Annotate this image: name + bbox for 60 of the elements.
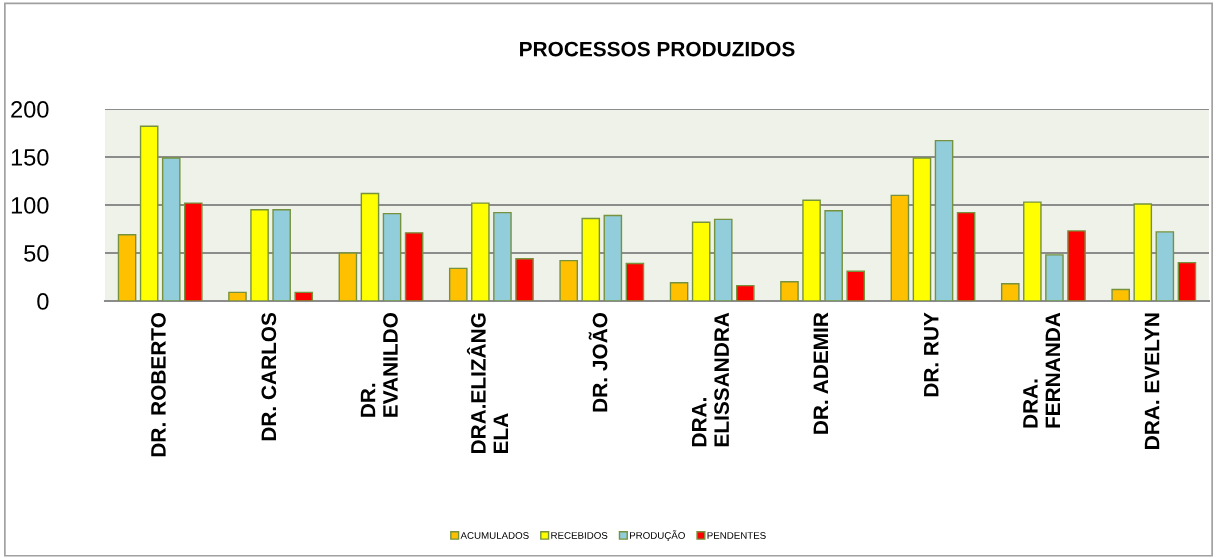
bar bbox=[713, 218, 733, 301]
legend-label: PRODUÇÃO bbox=[629, 530, 685, 541]
bar bbox=[493, 211, 512, 301]
bar bbox=[824, 210, 843, 301]
bar bbox=[912, 157, 932, 301]
bar bbox=[1133, 203, 1153, 301]
legend-label: PENDENTES bbox=[707, 532, 766, 539]
bar bbox=[1023, 201, 1042, 301]
bar bbox=[471, 202, 490, 301]
x-tick-label: DR. RUY bbox=[924, 312, 939, 397]
bar bbox=[603, 214, 623, 301]
bar bbox=[691, 221, 711, 301]
bar bbox=[934, 139, 954, 301]
chart-title: PROCESSOS PRODUZIDOS bbox=[520, 41, 795, 57]
y-tick-label: 100 bbox=[11, 197, 49, 214]
bar bbox=[228, 291, 247, 301]
bar bbox=[1000, 283, 1020, 301]
y-tick-label: 0 bbox=[37, 293, 49, 310]
x-tick-label: DRA. FERNANDA bbox=[1023, 312, 1061, 428]
bar bbox=[1111, 288, 1130, 301]
bar bbox=[625, 262, 645, 301]
bar bbox=[1155, 231, 1175, 301]
bar bbox=[802, 199, 821, 301]
bar bbox=[1067, 230, 1086, 301]
bar bbox=[581, 217, 601, 301]
bar bbox=[1177, 261, 1197, 301]
bar bbox=[846, 270, 866, 301]
x-tick-label: DR. EVANILDO bbox=[360, 312, 398, 417]
bar bbox=[404, 232, 424, 301]
x-tick-label: DR. CARLOS bbox=[261, 312, 277, 441]
x-tick-label: DR. JOÃO bbox=[588, 312, 608, 412]
y-tick-label: 50 bbox=[24, 245, 49, 262]
x-tick-label: DR. ROBERTO bbox=[151, 312, 166, 457]
bar bbox=[736, 284, 755, 301]
x-tick-label: DRA.ELIZÂNG ELA bbox=[466, 313, 509, 454]
bar bbox=[382, 212, 402, 301]
bar bbox=[161, 157, 181, 301]
bar bbox=[780, 281, 799, 301]
bar bbox=[338, 252, 358, 301]
bar bbox=[515, 258, 534, 301]
x-tick-label: DR. ADEMIR bbox=[813, 312, 828, 434]
bar bbox=[559, 259, 578, 301]
y-tick-label: 200 bbox=[11, 101, 49, 118]
bar bbox=[1045, 254, 1064, 301]
bar bbox=[448, 267, 468, 301]
bar bbox=[250, 209, 269, 301]
bar bbox=[294, 291, 314, 301]
bar bbox=[669, 282, 689, 301]
bar bbox=[956, 211, 976, 301]
bar bbox=[117, 234, 137, 301]
bar bbox=[890, 194, 910, 301]
bar bbox=[184, 202, 203, 301]
y-tick-label: 150 bbox=[11, 149, 49, 166]
bar bbox=[272, 209, 291, 301]
legend-label: RECEBIDOS bbox=[551, 532, 608, 539]
bar bbox=[139, 125, 159, 301]
legend-label: ACUMULADOS bbox=[460, 532, 529, 539]
bar bbox=[360, 192, 380, 301]
x-tick-label: DRA. ELISSANDRA bbox=[692, 312, 730, 447]
x-tick-label: DRA. EVELYN bbox=[1144, 313, 1160, 449]
